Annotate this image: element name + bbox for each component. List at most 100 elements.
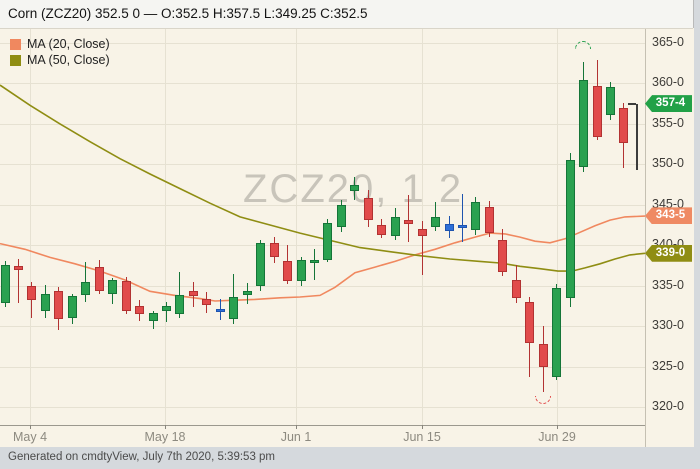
h-gridline: [0, 83, 645, 84]
x-axis-tick-label: Jun 15: [403, 430, 441, 444]
candle-down: [27, 286, 37, 301]
candle-wick: [219, 298, 221, 320]
quote-title: Corn (ZCZ20) 352.5 0 — O:352.5 H:357.5 L…: [8, 6, 368, 21]
swing-high-marker-icon: [575, 41, 591, 50]
candle-up: [431, 216, 441, 227]
legend-item-ma50[interactable]: MA (50, Close): [10, 52, 110, 68]
y-axis-tick-label: 365-0: [652, 35, 684, 49]
x-axis-tick-label: May 4: [12, 430, 48, 444]
x-axis-tick-label: May 18: [144, 430, 186, 444]
candle-up: [148, 313, 158, 322]
candle-wick: [462, 194, 463, 242]
last-bar-open-tick: [628, 102, 636, 105]
legend-label-ma20: MA (20, Close): [27, 37, 110, 51]
candle-down: [525, 301, 535, 344]
x-axis-tick: [165, 425, 166, 429]
x-axis-line: [0, 425, 645, 426]
candle-up: [309, 259, 319, 263]
header-bar: Corn (ZCZ20) 352.5 0 — O:352.5 H:357.5 L…: [0, 0, 693, 29]
candle-up: [67, 296, 77, 318]
x-axis-tick: [422, 425, 423, 429]
candle-up: [40, 293, 50, 311]
candle-up: [161, 305, 171, 311]
x-axis-tick: [296, 425, 297, 429]
candle-down: [592, 85, 602, 137]
h-gridline: [0, 124, 645, 125]
y-axis-tick-label: 325-0: [652, 358, 684, 373]
last-bar-line: [636, 103, 638, 170]
h-gridline: [0, 367, 645, 368]
candle-down: [121, 280, 131, 311]
candle-down: [377, 225, 387, 235]
candle-up: [390, 216, 400, 237]
candle-down: [13, 266, 23, 271]
v-gridline: [30, 28, 31, 425]
price-badge: 357-4: [645, 95, 692, 113]
candle-down: [404, 220, 414, 225]
generated-timestamp: Generated on cmdtyView, July 7th 2020, 5…: [8, 451, 276, 463]
h-gridline: [0, 164, 645, 165]
candle-down: [363, 198, 373, 221]
candle-wick: [313, 249, 315, 280]
h-gridline: [0, 43, 645, 44]
candle-down: [269, 242, 279, 258]
y-axis-tick-label: 360-0: [652, 75, 684, 90]
candle-up: [108, 280, 118, 294]
candle-up: [565, 160, 575, 298]
candle-down: [498, 239, 508, 272]
candle-down: [94, 267, 104, 291]
x-axis-tick-label: Jun 29: [538, 430, 576, 444]
v-gridline: [165, 28, 166, 425]
candle-down: [283, 260, 293, 281]
candle-up: [579, 80, 589, 167]
price-badge: 343-5: [645, 207, 692, 225]
x-axis-tick: [557, 425, 558, 429]
candle-up: [0, 264, 10, 303]
ma50-swatch-icon: [10, 54, 21, 66]
h-gridline: [0, 326, 645, 327]
candle-neutral: [215, 309, 225, 313]
y-axis-tick-label: 345-0: [652, 196, 684, 211]
candle-down: [188, 291, 198, 297]
candle-up: [350, 185, 360, 192]
candle-neutral: [444, 224, 454, 232]
candle-down: [135, 305, 145, 314]
h-gridline: [0, 407, 645, 408]
y-axis-tick-label: 355-0: [652, 115, 684, 130]
candle-up: [552, 288, 562, 378]
footer-bar: Generated on cmdtyView, July 7th 2020, 5…: [0, 447, 700, 469]
candle-down: [619, 107, 629, 144]
x-axis-tick-label: Jun 1: [280, 430, 312, 444]
candle-up: [606, 87, 616, 115]
candle-up: [229, 296, 239, 319]
y-axis-tick-label: 330-0: [652, 318, 684, 333]
y-axis-tick-label: 320-0: [652, 399, 684, 413]
candle-up: [81, 281, 91, 296]
candle-down: [538, 343, 548, 367]
candle-down: [417, 229, 427, 236]
v-gridline: [296, 28, 297, 425]
candle-up: [336, 204, 346, 227]
chart-card: ZCZ20, 1 2 Corn (ZCZ20) 352.5 0 — O:352.…: [0, 0, 694, 448]
ma20-swatch-icon: [10, 38, 21, 50]
candle-up: [256, 242, 266, 286]
x-axis-tick: [30, 425, 31, 429]
candle-up: [296, 259, 306, 281]
candle-up: [242, 291, 252, 296]
swing-low-marker-icon: [535, 395, 551, 404]
candle-up: [323, 222, 333, 260]
legend: MA (20, Close) MA (50, Close): [10, 36, 110, 68]
y-axis-tick-label: 335-0: [652, 277, 684, 292]
candle-wick: [408, 195, 410, 242]
price-badge: 339-0: [645, 244, 692, 262]
legend-label-ma50: MA (50, Close): [27, 53, 110, 67]
candle-down: [202, 299, 212, 306]
candle-down: [54, 291, 64, 319]
candle-up: [175, 295, 185, 314]
y-axis-tick-label: 350-0: [652, 156, 684, 171]
candle-down: [511, 280, 521, 298]
candle-down: [484, 207, 494, 234]
candle-up: [471, 201, 481, 230]
candle-wick: [165, 301, 167, 323]
legend-item-ma20[interactable]: MA (20, Close): [10, 36, 110, 52]
